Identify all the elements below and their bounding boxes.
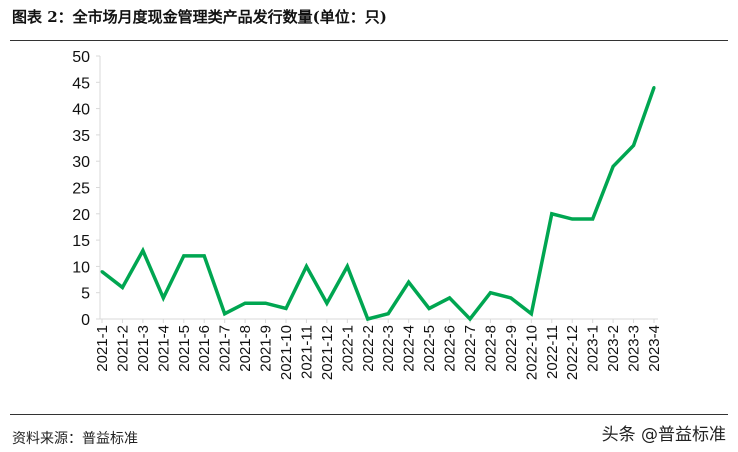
data-point (182, 254, 186, 258)
x-tick-label: 2021-7 (217, 325, 234, 372)
chart-title: 图表 2：全市场月度现金管理类产品发行数量(单位：只) (12, 8, 387, 26)
data-point (345, 264, 349, 268)
watermark: 头条 @普益标准 (601, 425, 726, 445)
y-tick-label: 45 (72, 75, 90, 92)
x-tick-label: 2022-5 (421, 325, 438, 372)
data-point (591, 217, 595, 221)
x-tick-label: 2022-9 (503, 325, 520, 372)
x-tick-label: 2022-12 (564, 325, 581, 380)
x-tick-label: 2022-7 (462, 325, 479, 372)
x-tick-label: 2021-4 (155, 325, 172, 372)
x-tick-label: 2022-3 (380, 325, 397, 372)
x-tick-label: 2021-3 (135, 325, 152, 372)
data-point (570, 217, 574, 221)
data-point (427, 306, 431, 310)
y-tick-label: 40 (72, 102, 90, 119)
x-tick-label: 2021-1 (94, 325, 111, 372)
y-tick-label: 20 (72, 207, 90, 224)
data-point (100, 270, 104, 274)
y-tick-label: 0 (81, 312, 90, 329)
y-tick-label: 30 (72, 154, 90, 171)
y-tick-label: 50 (72, 49, 90, 66)
data-point (529, 312, 533, 316)
series-line (100, 86, 656, 322)
y-tick-label: 35 (72, 128, 90, 145)
x-tick-label: 2022-8 (482, 325, 499, 372)
data-point (550, 212, 554, 216)
y-tick-label: 25 (72, 181, 90, 198)
x-tick-label: 2021-6 (196, 325, 213, 372)
x-tick-label: 2021-12 (319, 325, 336, 380)
data-point (632, 143, 636, 147)
data-point (386, 312, 390, 316)
data-point (611, 164, 615, 168)
data-point (488, 291, 492, 295)
data-point (202, 254, 206, 258)
bottom-divider (10, 414, 728, 415)
data-point (141, 249, 145, 253)
data-point (284, 306, 288, 310)
x-tick-label: 2022-4 (401, 325, 418, 372)
data-point (304, 264, 308, 268)
data-point (264, 301, 268, 305)
x-tick-label: 2023-4 (646, 325, 663, 372)
data-point (120, 285, 124, 289)
data-point (223, 312, 227, 316)
data-point (407, 280, 411, 284)
x-tick-label: 2021-11 (298, 325, 315, 379)
x-tick-label: 2022-2 (360, 325, 377, 372)
x-tick-label: 2023-3 (626, 325, 643, 372)
data-point (161, 296, 165, 300)
x-tick-label: 2021-2 (114, 325, 131, 372)
x-tick-label: 2021-9 (258, 325, 275, 372)
x-tick-label: 2021-5 (176, 325, 193, 372)
data-point (366, 317, 370, 321)
y-tick-label: 15 (72, 233, 90, 250)
x-tick-label: 2022-1 (339, 325, 356, 372)
y-tick-label: 5 (81, 286, 90, 303)
x-tick-label: 2022-11 (544, 325, 561, 379)
x-tick-label: 2023-1 (585, 325, 602, 372)
x-tick-label: 2021-10 (278, 325, 295, 380)
data-point (652, 86, 656, 90)
source-note: 资料来源：普益标准 (12, 431, 138, 447)
data-point (243, 301, 247, 305)
x-tick-label: 2022-10 (523, 325, 540, 380)
data-point (325, 301, 329, 305)
x-tick-label: 2023-2 (605, 325, 622, 372)
top-divider (10, 40, 728, 41)
x-tick-label: 2021-8 (237, 325, 254, 372)
data-point (509, 296, 513, 300)
data-point (468, 317, 472, 321)
x-tick-label: 2022-6 (442, 325, 459, 372)
data-point (448, 296, 452, 300)
y-tick-label: 10 (72, 259, 90, 276)
